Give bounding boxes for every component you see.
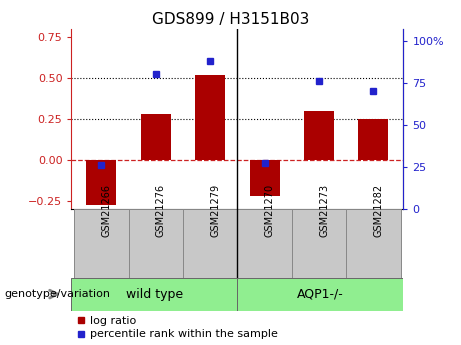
Bar [129,209,183,278]
Bar [237,278,403,310]
Bar [359,119,389,160]
Bar [250,160,279,196]
Bar [86,160,116,206]
Bar [141,114,171,160]
Text: GSM21273: GSM21273 [319,184,329,237]
Text: genotype/variation: genotype/variation [5,289,111,299]
Bar [74,209,129,278]
Text: GDS899 / H3151B03: GDS899 / H3151B03 [152,12,309,27]
Legend: log ratio, percentile rank within the sample: log ratio, percentile rank within the sa… [77,316,278,339]
Text: GSM21266: GSM21266 [101,184,112,237]
Text: GSM21276: GSM21276 [156,184,166,237]
Text: GSM21270: GSM21270 [265,184,275,237]
Text: GSM21279: GSM21279 [210,184,220,237]
Bar [346,209,401,278]
Bar [183,209,237,278]
Text: GSM21282: GSM21282 [373,184,384,237]
Text: wild type: wild type [126,288,183,300]
Text: AQP1-/-: AQP1-/- [297,288,344,300]
Bar [304,111,334,160]
Bar [71,278,237,310]
Bar [237,209,292,278]
Bar [292,209,346,278]
Bar [195,75,225,160]
